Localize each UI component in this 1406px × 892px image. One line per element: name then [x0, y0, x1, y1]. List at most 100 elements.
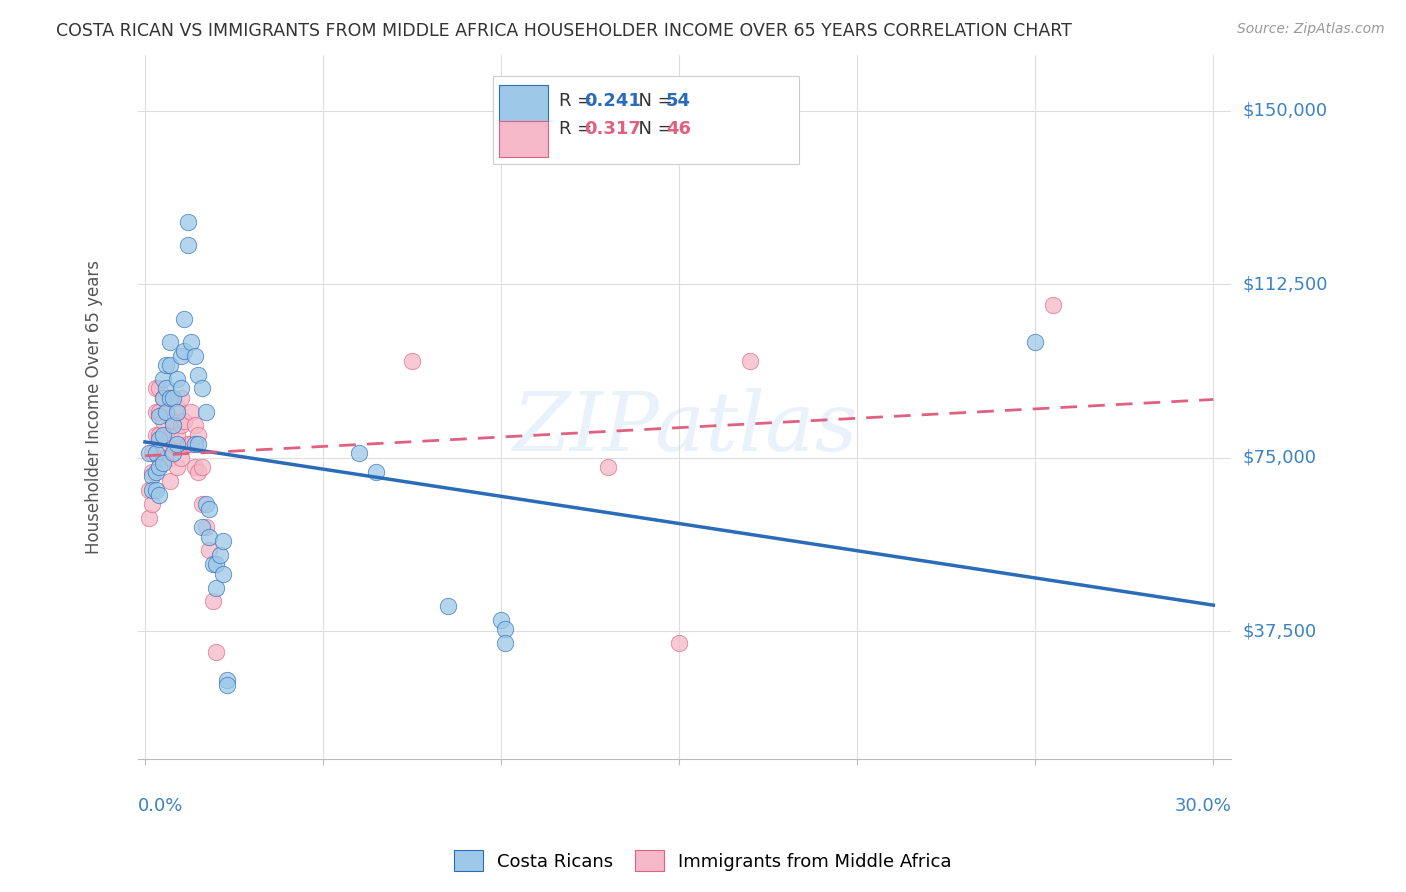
Text: N =: N =	[627, 120, 678, 138]
Point	[159, 427, 181, 442]
Point	[159, 359, 181, 373]
Text: $75,000: $75,000	[1243, 449, 1316, 467]
Point	[159, 335, 181, 350]
Text: $150,000: $150,000	[1243, 102, 1327, 120]
Point	[148, 404, 170, 418]
Point	[138, 483, 160, 498]
Text: 46: 46	[666, 120, 690, 138]
Point	[166, 437, 188, 451]
Point	[191, 497, 214, 511]
Point	[141, 469, 163, 483]
Point	[155, 404, 177, 418]
Text: R =: R =	[558, 92, 598, 110]
Point	[194, 497, 217, 511]
Point	[145, 427, 167, 442]
Point	[166, 427, 188, 442]
Point	[191, 520, 214, 534]
Point	[596, 460, 619, 475]
Point	[152, 456, 174, 470]
Point	[141, 446, 163, 460]
Point	[162, 414, 184, 428]
Point	[148, 488, 170, 502]
Point	[184, 437, 207, 451]
Point	[141, 465, 163, 479]
Point	[180, 404, 202, 418]
Point	[152, 391, 174, 405]
Point	[169, 418, 191, 433]
Point	[159, 391, 181, 405]
Point	[166, 460, 188, 475]
Point	[436, 599, 458, 613]
Point	[155, 427, 177, 442]
Point	[148, 450, 170, 465]
Point	[184, 349, 207, 363]
Point	[191, 460, 214, 475]
Point	[152, 427, 174, 442]
Point	[1024, 335, 1046, 350]
Point	[194, 520, 217, 534]
Point	[148, 409, 170, 424]
Point	[166, 372, 188, 386]
Point	[148, 433, 170, 447]
Point	[215, 673, 238, 687]
Point	[162, 437, 184, 451]
Point	[162, 418, 184, 433]
Point	[668, 636, 690, 650]
Point	[208, 548, 231, 562]
Point	[205, 581, 228, 595]
Text: 0.241: 0.241	[583, 92, 641, 110]
Point	[198, 543, 221, 558]
Point	[155, 381, 177, 395]
Point	[152, 372, 174, 386]
Point	[148, 427, 170, 442]
Text: R =: R =	[558, 120, 598, 138]
Point	[180, 335, 202, 350]
Legend: Costa Ricans, Immigrants from Middle Africa: Costa Ricans, Immigrants from Middle Afr…	[447, 843, 959, 879]
Point	[145, 381, 167, 395]
FancyBboxPatch shape	[499, 120, 548, 157]
Point	[1042, 298, 1064, 312]
Point	[184, 418, 207, 433]
Point	[152, 414, 174, 428]
Text: ZIPatlas: ZIPatlas	[512, 388, 858, 468]
Text: N =: N =	[627, 92, 678, 110]
Point	[212, 534, 235, 549]
Point	[177, 215, 200, 229]
Point	[347, 446, 370, 460]
Point	[173, 344, 195, 359]
Point	[401, 353, 423, 368]
Point	[159, 450, 181, 465]
Point	[191, 381, 214, 395]
Point	[155, 404, 177, 418]
Point	[494, 622, 516, 636]
Point	[159, 391, 181, 405]
Point	[138, 446, 160, 460]
Point	[169, 391, 191, 405]
Point	[169, 349, 191, 363]
Text: $112,500: $112,500	[1243, 276, 1327, 293]
Point	[138, 511, 160, 525]
Point	[187, 465, 209, 479]
Point	[173, 414, 195, 428]
Point	[198, 530, 221, 544]
Text: Source: ZipAtlas.com: Source: ZipAtlas.com	[1237, 22, 1385, 37]
Text: $37,500: $37,500	[1243, 623, 1316, 640]
Point	[145, 446, 167, 460]
Point	[201, 594, 224, 608]
Point	[145, 404, 167, 418]
Point	[169, 450, 191, 465]
Point	[141, 497, 163, 511]
Point	[494, 636, 516, 650]
Point	[187, 368, 209, 382]
Point	[205, 558, 228, 572]
Text: COSTA RICAN VS IMMIGRANTS FROM MIDDLE AFRICA HOUSEHOLDER INCOME OVER 65 YEARS CO: COSTA RICAN VS IMMIGRANTS FROM MIDDLE AF…	[56, 22, 1073, 40]
Point	[489, 613, 512, 627]
Point	[187, 437, 209, 451]
Point	[212, 566, 235, 581]
Point	[155, 359, 177, 373]
Point	[152, 391, 174, 405]
Point	[201, 558, 224, 572]
Text: 0.0%: 0.0%	[138, 797, 183, 815]
Point	[177, 437, 200, 451]
Point	[205, 645, 228, 659]
